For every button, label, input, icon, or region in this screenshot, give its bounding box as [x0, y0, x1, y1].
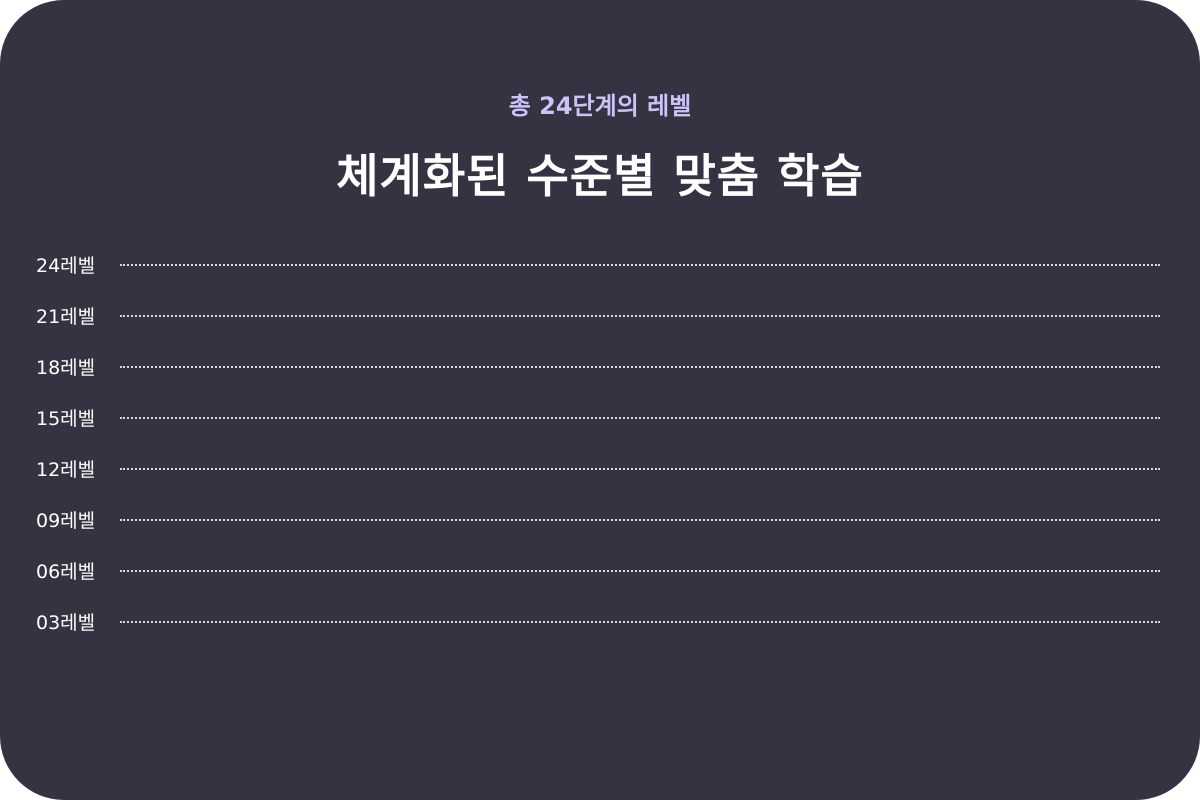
subtitle: 총 24단계의 레벨	[508, 92, 692, 120]
dotted-divider	[120, 263, 1160, 266]
level-row: 06레벨	[36, 556, 1160, 607]
dotted-divider	[120, 314, 1160, 317]
level-label: 21레벨	[36, 306, 96, 328]
dotted-divider	[120, 518, 1160, 521]
level-label: 06레벨	[36, 561, 96, 583]
level-row: 18레벨	[36, 352, 1160, 403]
level-label: 12레벨	[36, 459, 96, 481]
level-row: 09레벨	[36, 505, 1160, 556]
dotted-divider	[120, 620, 1160, 623]
dotted-divider	[120, 365, 1160, 368]
level-row: 21레벨	[36, 301, 1160, 352]
level-label: 09레벨	[36, 510, 96, 532]
level-label: 18레벨	[36, 357, 96, 379]
level-row: 15레벨	[36, 403, 1160, 454]
level-label: 24레벨	[36, 255, 96, 277]
level-list: 24레벨 21레벨 18레벨 15레벨 12레벨 09레벨 06레벨 03레벨	[36, 250, 1160, 658]
level-label: 15레벨	[36, 408, 96, 430]
page-title: 체계화된 수준별 맞춤 학습	[336, 149, 864, 203]
level-row: 12레벨	[36, 454, 1160, 505]
dotted-divider	[120, 467, 1160, 470]
dotted-divider	[120, 569, 1160, 572]
level-row: 24레벨	[36, 250, 1160, 301]
dotted-divider	[120, 416, 1160, 419]
level-row: 03레벨	[36, 607, 1160, 658]
level-label: 03레벨	[36, 612, 96, 634]
